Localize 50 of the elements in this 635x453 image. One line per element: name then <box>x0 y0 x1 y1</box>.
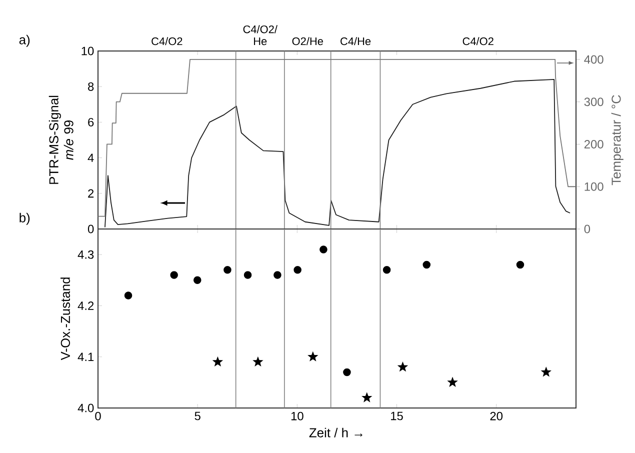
point <box>193 276 202 284</box>
x-tick-label: 5 <box>194 412 200 420</box>
point <box>320 246 328 254</box>
y2-tick-label: 0 <box>584 224 590 234</box>
point <box>308 352 318 362</box>
y-tick-label: 4.1 <box>78 352 94 361</box>
y-tick-label: 10 <box>82 46 94 56</box>
point <box>244 271 252 279</box>
y2-tick-label: 300 <box>584 98 604 106</box>
y-tick-label: 4.2 <box>78 302 94 310</box>
text: C4/O2 <box>462 37 494 46</box>
point <box>124 292 132 300</box>
text: O2/He <box>292 37 323 46</box>
y-axis-title: V-Ox.-Zustand <box>60 278 70 360</box>
chart-title: b) <box>20 212 30 225</box>
point <box>398 362 408 372</box>
chart-title: a) <box>19 34 30 47</box>
text: C4/O2/ He <box>243 25 278 46</box>
point <box>343 368 351 376</box>
x-tick-label: 20 <box>490 412 503 420</box>
x-tick-label: 15 <box>391 412 403 420</box>
y2-tick-label: 200 <box>584 140 604 148</box>
x-axis-title: Zeit / h → <box>309 428 362 438</box>
point <box>516 260 524 269</box>
x-tick-label: 0 <box>95 412 101 420</box>
point <box>448 377 458 387</box>
x-tick-label: 10 <box>291 412 304 420</box>
point <box>362 392 372 402</box>
y2-axis-title: Temperatur / °C <box>611 95 624 186</box>
y2-tick-label: 100 <box>584 182 604 191</box>
y-tick-label: 4 <box>88 154 94 162</box>
point <box>224 266 232 274</box>
point <box>422 260 431 269</box>
point <box>212 356 223 366</box>
text: C4/O2 <box>152 37 182 46</box>
point <box>382 266 391 274</box>
point <box>253 356 263 366</box>
text: C4/He <box>340 37 371 46</box>
y-tick-label: 8 <box>88 82 94 91</box>
point <box>170 271 178 279</box>
y-tick-label: 2 <box>88 189 94 198</box>
point <box>294 266 302 274</box>
y-tick-label: 6 <box>88 118 94 126</box>
y-tick-label: 0 <box>88 224 94 234</box>
y-tick-label: 4.3 <box>78 250 94 259</box>
line-series <box>104 79 570 228</box>
y2-tick-label: 400 <box>584 55 604 64</box>
point <box>274 271 282 279</box>
point <box>541 367 551 376</box>
y-tick-label: 4.0 <box>78 404 94 412</box>
